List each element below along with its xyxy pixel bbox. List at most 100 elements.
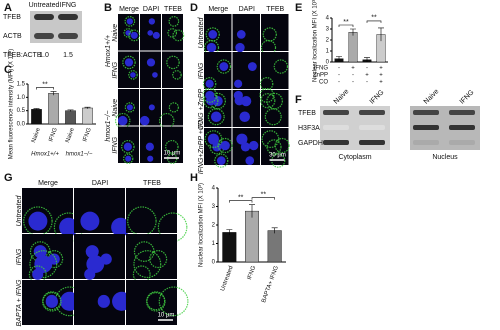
panel-label: D bbox=[190, 2, 198, 14]
condition-name: ZnPP bbox=[313, 73, 328, 79]
condition-sign: - bbox=[352, 73, 354, 79]
y-tick-label: 0.0 bbox=[17, 122, 26, 128]
tfeb-signal bbox=[260, 93, 276, 109]
significance: ** bbox=[261, 191, 267, 198]
condition-sign: + bbox=[351, 66, 355, 72]
band bbox=[413, 125, 439, 130]
band bbox=[413, 140, 439, 145]
x-tick-label: IFNG bbox=[247, 265, 258, 281]
nucleus bbox=[233, 90, 243, 101]
tfeb-signal bbox=[259, 87, 275, 103]
band bbox=[359, 140, 385, 145]
row-label: H3F3A bbox=[298, 125, 320, 132]
nucleus bbox=[80, 211, 100, 231]
nucleus bbox=[207, 133, 219, 145]
tfeb-signal bbox=[146, 292, 166, 312]
ratio-label: TFEB:ACTB bbox=[3, 52, 42, 59]
error-bar bbox=[364, 57, 370, 62]
lane-label: Naive bbox=[423, 88, 441, 106]
tfeb-signal bbox=[274, 137, 290, 154]
error-bar bbox=[50, 91, 57, 96]
tfeb-signal bbox=[266, 139, 282, 155]
tfeb-signal bbox=[214, 153, 229, 168]
band bbox=[449, 110, 475, 115]
tfeb-signal bbox=[166, 55, 180, 70]
bar bbox=[244, 210, 259, 263]
column-label: Merge bbox=[208, 6, 228, 13]
column-label: Merge bbox=[38, 180, 58, 187]
nucleus bbox=[249, 140, 259, 151]
tfeb-signal bbox=[128, 70, 138, 80]
significance: ** bbox=[343, 19, 349, 26]
error-bar bbox=[33, 108, 40, 111]
micrograph bbox=[126, 234, 177, 279]
ratio: 1.0 bbox=[39, 52, 49, 59]
nucleus bbox=[139, 115, 150, 126]
tfeb-signal bbox=[168, 16, 180, 27]
tfeb-signal bbox=[158, 286, 189, 317]
error-bar bbox=[249, 204, 255, 218]
bar bbox=[222, 232, 237, 263]
lane-label: IFNG bbox=[369, 89, 386, 106]
y-tick-label: 4 bbox=[326, 16, 330, 22]
nucleus bbox=[152, 31, 160, 39]
y-tick-label: 1.5 bbox=[17, 82, 26, 88]
nucleus bbox=[130, 72, 136, 78]
tfeb-signal bbox=[124, 102, 135, 113]
row-label: GAPDH bbox=[298, 140, 323, 147]
x-tick-label: BAPTA+ IFNG bbox=[261, 265, 280, 304]
bracket bbox=[229, 200, 253, 203]
row-label: Naive bbox=[112, 99, 119, 117]
y-axis-label: Nuclear localization MFI (X 10³) bbox=[199, 183, 205, 267]
nucleus bbox=[236, 30, 246, 39]
tfeb-signal bbox=[127, 206, 157, 236]
nucleus bbox=[117, 115, 128, 126]
condition-sign: + bbox=[379, 80, 383, 86]
y-tick-label: 1 bbox=[326, 49, 330, 55]
tfeb-signal bbox=[273, 59, 289, 74]
nucleus bbox=[85, 245, 99, 259]
tfeb-signal bbox=[128, 29, 141, 42]
tfeb-signal bbox=[259, 77, 274, 91]
nucleus bbox=[234, 79, 243, 88]
y-tick-label: 0 bbox=[326, 60, 330, 66]
nucleus bbox=[125, 155, 132, 162]
band bbox=[359, 110, 385, 115]
row-label: Untreated bbox=[16, 195, 23, 227]
band bbox=[58, 14, 78, 20]
column-label: TFEB bbox=[266, 6, 284, 13]
tfeb-signal bbox=[167, 28, 178, 38]
tfeb-signal bbox=[124, 16, 136, 27]
condition-name: CO bbox=[319, 80, 328, 86]
error-bar bbox=[336, 56, 342, 61]
nucleus bbox=[205, 79, 214, 88]
y-tick-label: 4 bbox=[212, 186, 216, 192]
micrograph bbox=[118, 51, 139, 88]
condition-name: IFNG bbox=[314, 66, 329, 72]
band bbox=[323, 140, 349, 145]
row-label: Untreated bbox=[198, 17, 205, 49]
row-label: IFNG +ZnPP bbox=[198, 89, 205, 130]
significance: ** bbox=[42, 81, 48, 88]
bar bbox=[31, 109, 42, 125]
nucleus bbox=[28, 211, 48, 231]
tfeb-signal bbox=[202, 87, 218, 103]
nucleus bbox=[111, 217, 131, 237]
fraction-label: Cytoplasm bbox=[338, 154, 371, 161]
band bbox=[34, 33, 54, 39]
tfeb-signal bbox=[216, 59, 232, 74]
bracket bbox=[36, 87, 54, 90]
micrograph bbox=[162, 14, 183, 51]
band bbox=[359, 125, 385, 130]
group-label: hmox1−/− bbox=[66, 152, 93, 158]
nucleus bbox=[219, 62, 229, 71]
x-tick-label: IFNG bbox=[48, 127, 59, 143]
nucleus bbox=[33, 245, 47, 259]
micrograph bbox=[261, 52, 289, 89]
y-tick-label: 3 bbox=[212, 204, 216, 210]
error-bar bbox=[84, 106, 91, 109]
nucleus bbox=[206, 42, 217, 53]
lane-label: IFNG bbox=[459, 89, 476, 106]
band bbox=[323, 110, 349, 115]
nucleus bbox=[216, 156, 226, 166]
